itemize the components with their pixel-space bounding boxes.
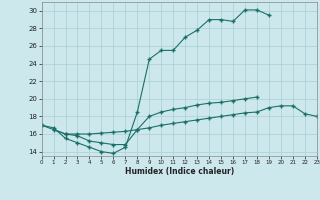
X-axis label: Humidex (Indice chaleur): Humidex (Indice chaleur) bbox=[124, 167, 234, 176]
